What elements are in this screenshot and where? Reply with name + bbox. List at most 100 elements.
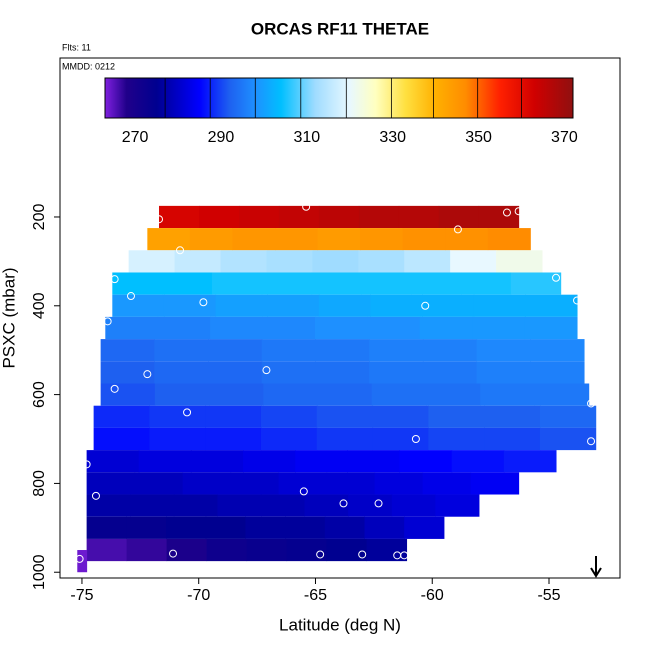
cell xyxy=(147,228,191,251)
point xyxy=(155,215,164,224)
flights-label: Flts: 11 xyxy=(62,42,91,52)
cell xyxy=(190,450,244,473)
cell xyxy=(422,472,472,495)
y-tick-label: 1000 xyxy=(31,554,48,590)
cell xyxy=(326,472,376,495)
cell xyxy=(374,472,424,495)
cell xyxy=(470,472,520,495)
cell xyxy=(245,516,286,539)
cell xyxy=(503,450,557,473)
cell xyxy=(314,316,368,340)
cell xyxy=(261,361,316,384)
point xyxy=(199,298,208,307)
cell xyxy=(128,250,176,273)
x-tick-label: -55 xyxy=(537,587,560,604)
cell xyxy=(484,405,541,428)
cell xyxy=(263,383,319,406)
cell xyxy=(105,316,159,340)
axes: -75 -70 -65 -60 -55 200 400 600 800 1000 xyxy=(31,204,560,605)
point xyxy=(421,301,430,310)
point xyxy=(183,408,192,417)
cell xyxy=(428,405,485,428)
cell xyxy=(438,205,480,229)
cell xyxy=(86,516,127,539)
cell xyxy=(525,294,578,317)
cell xyxy=(126,516,167,539)
cell xyxy=(371,383,427,406)
cell xyxy=(391,494,436,517)
cell xyxy=(154,361,209,384)
cell xyxy=(445,228,489,251)
point xyxy=(502,208,511,217)
cell xyxy=(484,427,541,451)
cell xyxy=(364,516,405,539)
point xyxy=(374,499,383,508)
cell xyxy=(422,361,478,384)
cell xyxy=(174,250,222,273)
cell xyxy=(295,450,348,473)
point xyxy=(587,399,596,408)
cell xyxy=(138,450,192,473)
point xyxy=(358,550,367,559)
cell xyxy=(189,228,233,251)
cell xyxy=(472,316,526,340)
cell xyxy=(370,294,423,317)
cell xyxy=(317,228,361,251)
points xyxy=(75,202,596,563)
cell xyxy=(86,494,131,517)
point xyxy=(411,435,420,444)
point xyxy=(302,202,311,211)
cell xyxy=(163,294,217,317)
cell xyxy=(100,361,155,384)
point xyxy=(453,225,462,234)
colorbar-tick-label: 290 xyxy=(208,129,235,146)
x-tick-label: -70 xyxy=(187,587,210,604)
cell xyxy=(487,228,531,251)
cell xyxy=(126,538,168,562)
point xyxy=(143,370,152,379)
cell xyxy=(304,494,349,517)
cell xyxy=(208,361,263,384)
cell xyxy=(539,405,597,428)
cell xyxy=(266,250,313,273)
cell xyxy=(243,450,296,473)
cell xyxy=(358,205,400,229)
y-axis-label: PSXC (mbar) xyxy=(0,267,18,368)
cell xyxy=(402,228,446,251)
y-tick-label: 800 xyxy=(31,470,48,497)
cell xyxy=(112,272,163,295)
cell xyxy=(260,427,318,451)
cell xyxy=(149,405,206,428)
cell xyxy=(480,383,535,406)
colorbar-tick-label: 270 xyxy=(122,129,149,146)
cell xyxy=(210,316,264,340)
cell xyxy=(154,339,209,362)
cell xyxy=(326,538,368,562)
cell xyxy=(358,250,405,273)
cell xyxy=(260,405,318,428)
cell xyxy=(232,228,276,251)
y-tick-label: 600 xyxy=(31,381,48,408)
cell xyxy=(451,450,505,473)
cell xyxy=(267,294,320,317)
cell xyxy=(450,250,497,273)
cell xyxy=(404,516,445,539)
cell xyxy=(347,450,401,473)
cell xyxy=(372,427,429,451)
arrow xyxy=(590,556,602,578)
x-tick-label: -65 xyxy=(304,587,327,604)
cell xyxy=(318,294,371,317)
cell xyxy=(534,383,590,406)
point xyxy=(573,296,582,305)
cell xyxy=(166,516,207,539)
cell xyxy=(476,339,531,362)
cell xyxy=(278,472,328,495)
cell xyxy=(162,272,213,295)
cell xyxy=(316,405,374,428)
cell xyxy=(530,339,585,362)
cell xyxy=(112,294,165,317)
cell xyxy=(198,205,240,229)
cell xyxy=(419,316,473,340)
cell xyxy=(285,516,326,539)
cell xyxy=(100,383,156,406)
